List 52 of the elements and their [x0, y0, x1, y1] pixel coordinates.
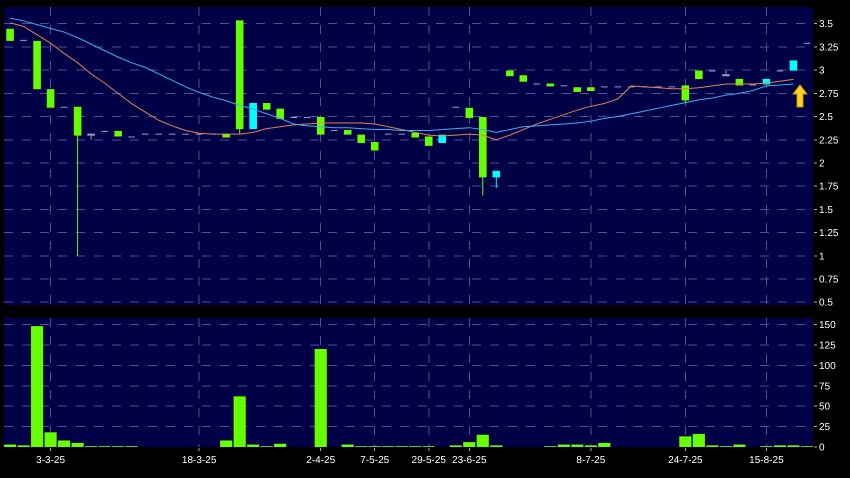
y-tick-label: 3.5	[819, 19, 834, 30]
y-tick-label: 25	[819, 422, 831, 434]
candlestick	[424, 136, 433, 146]
candlestick	[546, 84, 554, 86]
y-tick-label: 2.5	[819, 112, 834, 124]
candlestick	[236, 20, 244, 135]
y-tick-label: 1.75	[819, 182, 839, 193]
candlestick	[33, 40, 41, 90]
y-tick-label: 0	[819, 442, 825, 454]
y-tick-label: 100	[819, 360, 836, 372]
candlestick	[790, 60, 798, 71]
x-tick-label: 15-8-25	[749, 455, 784, 466]
y-tick-label: 3	[819, 66, 825, 77]
y-tick-label: 2	[819, 158, 825, 170]
y-tick-label: 0.5	[819, 298, 834, 309]
y-tick-label: 1.5	[819, 204, 834, 216]
y-tick-label: 1.25	[819, 228, 839, 240]
y-tick-label: 0.75	[819, 274, 839, 286]
x-tick-label: 29-5-25	[412, 455, 446, 466]
candlestick	[370, 142, 379, 150]
x-tick-label: 3-3-25	[36, 455, 66, 466]
x-tick-label: 24-7-25	[668, 455, 704, 466]
candlestick	[114, 130, 122, 137]
x-tick-label: 8-7-25	[576, 455, 606, 466]
y-tick-label: 50	[819, 402, 831, 413]
candlestick	[465, 108, 474, 118]
candlestick	[492, 170, 500, 189]
candlestick	[249, 103, 257, 130]
x-tick-label: 7-5-25	[360, 455, 390, 466]
candlestick	[276, 108, 284, 119]
candlestick	[262, 103, 270, 110]
y-tick-label: 75	[819, 381, 831, 392]
y-tick-label: 125	[819, 340, 836, 352]
candlestick	[87, 134, 95, 140]
candlestick	[506, 70, 514, 76]
x-tick-label: 23-6-25	[452, 455, 487, 466]
candlestick	[695, 70, 703, 80]
x-tick-label: 18-3-25	[182, 455, 217, 466]
candlestick	[682, 85, 690, 104]
candlestick	[478, 116, 487, 196]
y-tick-label: 150	[819, 320, 836, 332]
y-tick-label: 1	[819, 251, 825, 262]
candlestick	[519, 75, 528, 82]
candlestick	[46, 89, 54, 108]
candlestick	[74, 106, 82, 256]
y-tick-label: 3.25	[819, 42, 839, 54]
bar	[314, 349, 327, 447]
y-tick-label: 2.75	[819, 88, 839, 100]
x-tick-label: 2-4-25	[306, 455, 336, 466]
candlestick	[357, 134, 366, 144]
candlestick	[6, 28, 14, 41]
y-tick-label: 2.25	[819, 135, 839, 146]
